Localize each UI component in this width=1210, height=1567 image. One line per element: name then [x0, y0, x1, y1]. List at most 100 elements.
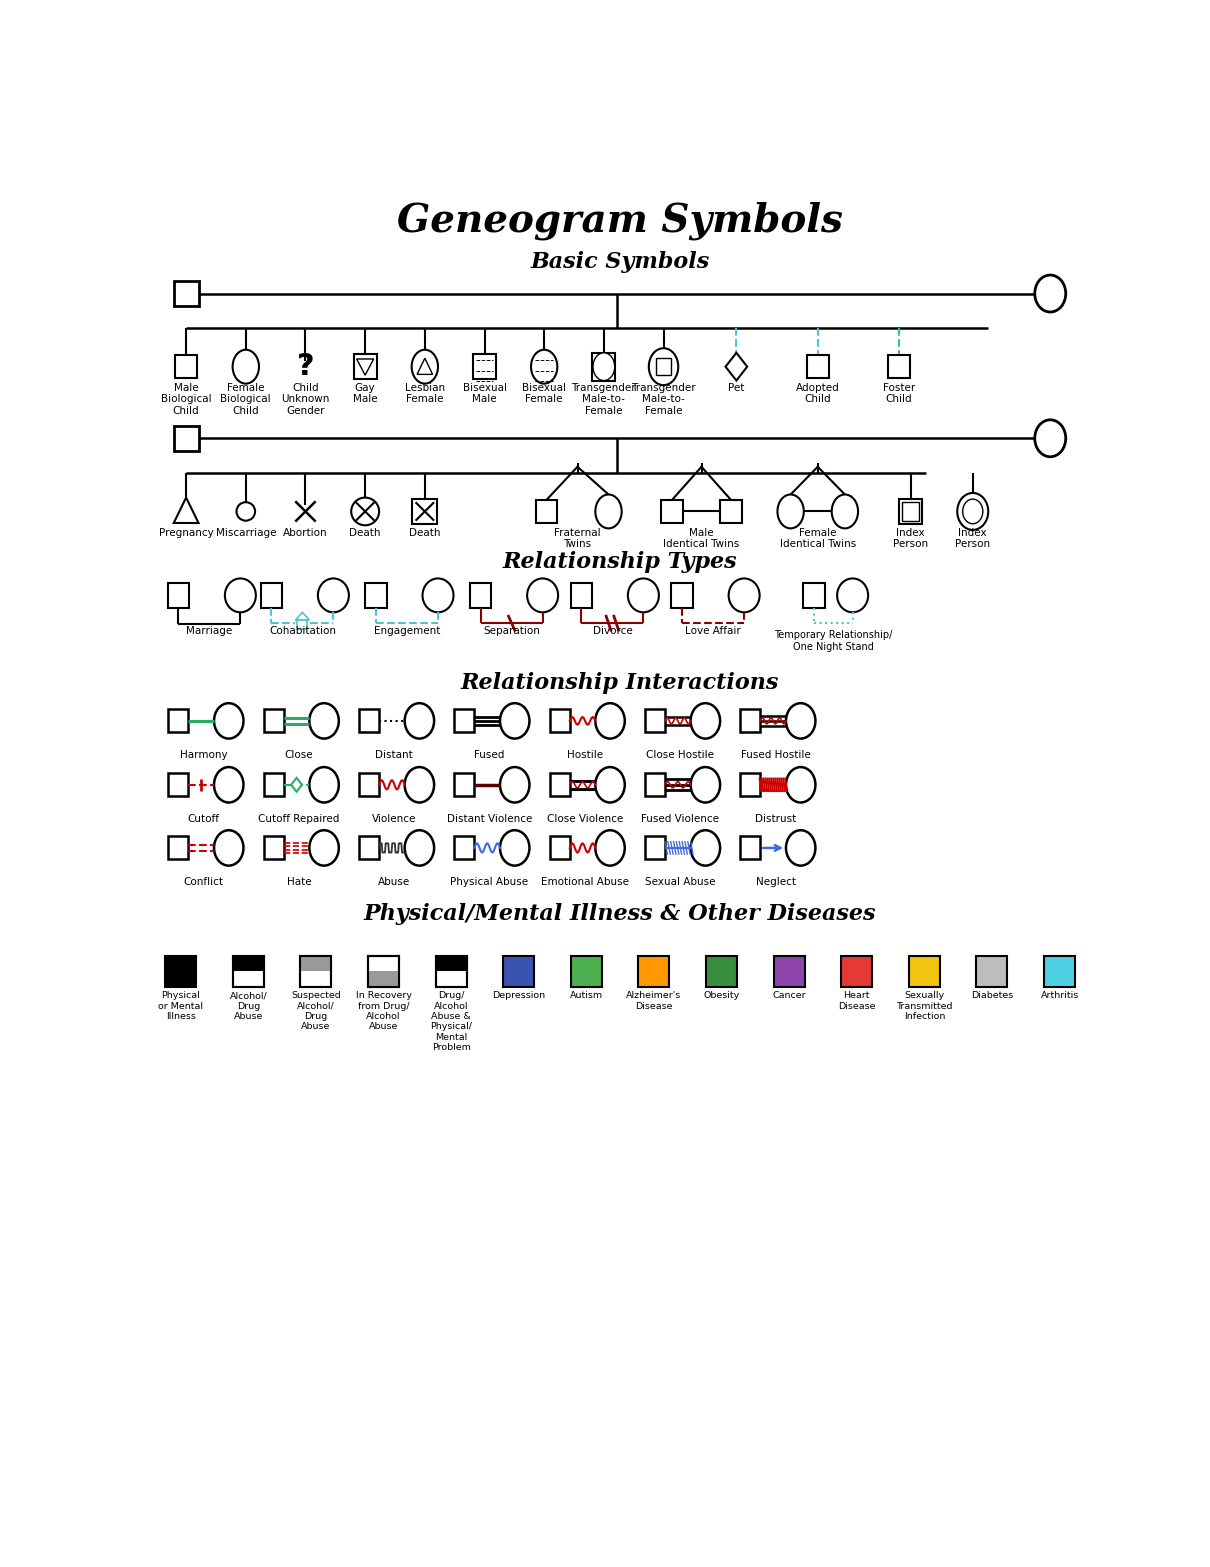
- FancyBboxPatch shape: [264, 837, 284, 859]
- Ellipse shape: [837, 578, 868, 613]
- Text: Hostile: Hostile: [566, 751, 603, 760]
- Text: Engagement: Engagement: [374, 627, 440, 636]
- FancyBboxPatch shape: [672, 583, 693, 608]
- FancyBboxPatch shape: [300, 956, 332, 972]
- Text: Foster
Child: Foster Child: [883, 382, 915, 404]
- Text: Heart
Disease: Heart Disease: [839, 992, 876, 1011]
- Text: ?: ?: [296, 353, 315, 381]
- Text: Fused Violence: Fused Violence: [641, 813, 719, 824]
- Ellipse shape: [691, 704, 720, 738]
- FancyBboxPatch shape: [656, 359, 672, 375]
- Text: Adopted
Child: Adopted Child: [796, 382, 840, 404]
- Text: Close: Close: [284, 751, 313, 760]
- Text: In Recovery
from Drug/
Alcohol
Abuse: In Recovery from Drug/ Alcohol Abuse: [356, 992, 411, 1031]
- FancyBboxPatch shape: [1044, 956, 1074, 987]
- Text: Index
Person: Index Person: [955, 528, 990, 548]
- Ellipse shape: [593, 353, 615, 381]
- Text: Sexually
Transmitted
Infection: Sexually Transmitted Infection: [897, 992, 952, 1022]
- Ellipse shape: [225, 578, 255, 613]
- Text: Basic Symbols: Basic Symbols: [530, 251, 710, 273]
- Text: Pet: Pet: [728, 382, 744, 393]
- Polygon shape: [295, 613, 310, 621]
- FancyBboxPatch shape: [807, 356, 829, 378]
- FancyBboxPatch shape: [773, 956, 805, 987]
- FancyBboxPatch shape: [639, 956, 669, 987]
- FancyBboxPatch shape: [741, 710, 760, 732]
- Text: Fused Hostile: Fused Hostile: [741, 751, 811, 760]
- Text: Hate: Hate: [287, 878, 311, 887]
- Text: Death: Death: [350, 528, 381, 537]
- Ellipse shape: [528, 578, 558, 613]
- FancyBboxPatch shape: [803, 583, 825, 608]
- Ellipse shape: [1035, 276, 1066, 312]
- Text: Cohabitation: Cohabitation: [269, 627, 336, 636]
- Ellipse shape: [214, 768, 243, 802]
- FancyBboxPatch shape: [359, 710, 379, 732]
- Ellipse shape: [957, 494, 989, 530]
- Ellipse shape: [1035, 420, 1066, 456]
- Ellipse shape: [831, 495, 858, 528]
- FancyBboxPatch shape: [903, 501, 920, 520]
- Ellipse shape: [728, 578, 760, 613]
- FancyBboxPatch shape: [359, 773, 379, 796]
- FancyBboxPatch shape: [741, 773, 760, 796]
- Text: Emotional Abuse: Emotional Abuse: [541, 878, 629, 887]
- Text: Bisexual
Male: Bisexual Male: [462, 382, 507, 404]
- FancyBboxPatch shape: [365, 583, 387, 608]
- Text: Bisexual
Female: Bisexual Female: [523, 382, 566, 404]
- FancyBboxPatch shape: [454, 837, 474, 859]
- FancyBboxPatch shape: [549, 710, 570, 732]
- Ellipse shape: [404, 768, 434, 802]
- FancyBboxPatch shape: [264, 710, 284, 732]
- Polygon shape: [292, 777, 302, 791]
- Text: Cutoff Repaired: Cutoff Repaired: [258, 813, 340, 824]
- Polygon shape: [726, 353, 748, 381]
- FancyBboxPatch shape: [899, 500, 922, 523]
- Text: Physical/Mental Illness & Other Diseases: Physical/Mental Illness & Other Diseases: [364, 903, 876, 926]
- Ellipse shape: [310, 768, 339, 802]
- Ellipse shape: [232, 349, 259, 384]
- Text: Divorce: Divorce: [593, 627, 633, 636]
- FancyBboxPatch shape: [436, 956, 467, 987]
- FancyBboxPatch shape: [549, 837, 570, 859]
- FancyBboxPatch shape: [536, 500, 558, 523]
- FancyBboxPatch shape: [645, 773, 666, 796]
- Text: Relationship Interactions: Relationship Interactions: [461, 672, 779, 694]
- Text: Cutoff: Cutoff: [188, 813, 219, 824]
- Ellipse shape: [963, 500, 983, 523]
- Ellipse shape: [628, 578, 659, 613]
- Text: Geneogram Symbols: Geneogram Symbols: [397, 201, 843, 240]
- FancyBboxPatch shape: [645, 837, 666, 859]
- FancyBboxPatch shape: [264, 773, 284, 796]
- Text: Sexual Abuse: Sexual Abuse: [645, 878, 715, 887]
- Ellipse shape: [531, 349, 558, 384]
- FancyBboxPatch shape: [436, 956, 467, 972]
- Text: Abuse: Abuse: [378, 878, 410, 887]
- FancyBboxPatch shape: [841, 956, 872, 987]
- Text: Conflict: Conflict: [184, 878, 224, 887]
- Text: Relationship Types: Relationship Types: [503, 552, 737, 574]
- Text: Female
Identical Twins: Female Identical Twins: [779, 528, 855, 548]
- Ellipse shape: [422, 578, 454, 613]
- Text: Child
Unknown
Gender: Child Unknown Gender: [281, 382, 329, 417]
- Text: Physical Abuse: Physical Abuse: [450, 878, 529, 887]
- Text: Love Affair: Love Affair: [685, 627, 741, 636]
- Ellipse shape: [649, 348, 679, 385]
- Text: Suspected
Alcohol/
Drug
Abuse: Suspected Alcohol/ Drug Abuse: [292, 992, 341, 1031]
- Text: Temporary Relationship/
One Night Stand: Temporary Relationship/ One Night Stand: [774, 630, 893, 652]
- FancyBboxPatch shape: [232, 956, 264, 972]
- Text: Close Violence: Close Violence: [547, 813, 623, 824]
- Text: Physical
or Mental
Illness: Physical or Mental Illness: [159, 992, 203, 1022]
- Ellipse shape: [351, 498, 379, 525]
- Text: Drug/
Alcohol
Abuse &
Physical/
Mental
Problem: Drug/ Alcohol Abuse & Physical/ Mental P…: [430, 992, 472, 1051]
- FancyBboxPatch shape: [175, 356, 197, 378]
- Text: Gay
Male: Gay Male: [353, 382, 378, 404]
- FancyBboxPatch shape: [705, 956, 737, 987]
- FancyBboxPatch shape: [503, 956, 535, 987]
- Text: Distant: Distant: [375, 751, 413, 760]
- Text: Fraternal
Twins: Fraternal Twins: [554, 528, 601, 548]
- Ellipse shape: [310, 831, 339, 865]
- Text: Index
Person: Index Person: [893, 528, 928, 548]
- Text: Neglect: Neglect: [755, 878, 795, 887]
- Ellipse shape: [500, 831, 530, 865]
